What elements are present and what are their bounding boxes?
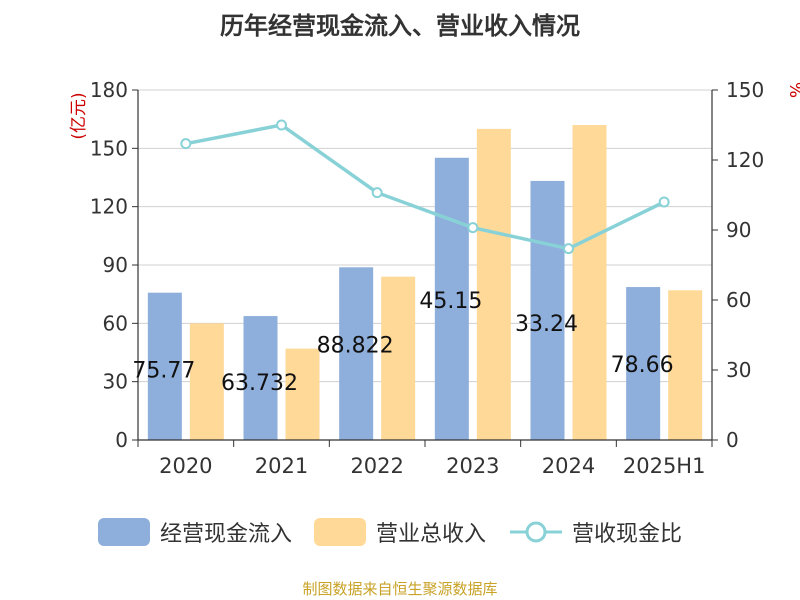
y-left-tick-label: 30 xyxy=(103,370,128,394)
ratio-point xyxy=(180,138,192,150)
bar-cash-inflow xyxy=(626,287,661,440)
bar-cash-inflow xyxy=(147,292,182,440)
bars xyxy=(147,125,703,440)
ratio-line-path xyxy=(185,123,665,251)
x-tick-label: 2025H1 xyxy=(623,454,706,478)
legend-label-cash-inflow: 经营现金流入 xyxy=(160,522,293,547)
bar-revenue xyxy=(476,128,511,440)
y-left-tick-label: 90 xyxy=(103,253,128,277)
ratio-point xyxy=(371,187,383,199)
bar-cash-inflow xyxy=(243,316,278,440)
ratio-line xyxy=(180,119,670,255)
legend-item-revenue[interactable]: 营业总收入 xyxy=(314,516,486,548)
ratio-point xyxy=(658,196,670,208)
legend-label-revenue: 营业总收入 xyxy=(376,522,487,547)
chart-title: 历年经营现金流入、营业收入情况 xyxy=(220,12,580,40)
x-tick-label: 2022 xyxy=(350,454,403,478)
legend-item-cash-inflow[interactable]: 经营现金流入 xyxy=(98,516,292,548)
bar-revenue xyxy=(572,125,607,440)
data-label: 78.66 xyxy=(611,353,674,378)
x-tick-label: 2024 xyxy=(542,454,595,478)
data-label: 88.822 xyxy=(317,333,394,358)
y-right-tick-label: 90 xyxy=(726,218,751,242)
axes: 0 30 60 90 120 150 180 0 30 60 90 120 150 2020 2021 202… xyxy=(69,78,800,478)
legend: 经营现金流入 营业总收入 营收现金比 xyxy=(98,516,704,548)
bar-cash-inflow xyxy=(339,267,374,440)
x-tick-label: 2023 xyxy=(446,454,499,478)
y-right-unit-label: % xyxy=(785,82,800,98)
y-right-tick-label: 150 xyxy=(726,78,764,102)
bar-revenue xyxy=(668,290,703,440)
x-tick-label: 2020 xyxy=(159,454,212,478)
data-label: 63.732 xyxy=(221,371,298,396)
data-label: 45.15 xyxy=(419,289,482,314)
gridlines xyxy=(138,89,712,383)
legend-swatch-revenue xyxy=(314,518,367,546)
legend-swatch-cash-inflow xyxy=(98,518,150,546)
y-left-tick-label: 60 xyxy=(103,311,128,335)
source-footer: 制图数据来自恒生聚源数据库 xyxy=(302,580,498,598)
legend-swatch-ratio-icon xyxy=(510,521,563,543)
y-left-tick-label: 0 xyxy=(115,428,128,452)
y-right-tick-label: 60 xyxy=(726,288,751,312)
y-left-unit-label: (亿元) xyxy=(69,92,89,139)
x-tick-label: 2021 xyxy=(255,454,308,478)
ratio-point xyxy=(563,243,574,255)
bar-revenue xyxy=(285,348,320,440)
y-right-tick-label: 30 xyxy=(726,358,751,382)
y-right-tick-label: 120 xyxy=(726,148,764,172)
bar-revenue xyxy=(381,276,416,440)
bar-revenue xyxy=(189,323,224,440)
y-left-tick-label: 120 xyxy=(90,195,128,219)
data-label: 75.77 xyxy=(132,359,195,384)
bar-cash-inflow xyxy=(434,157,469,440)
y-left-tick-label: 180 xyxy=(90,78,128,102)
data-label: 33.24 xyxy=(515,312,578,337)
data-labels: 75.77 63.732 88.822 45.15 33.24 78.66 xyxy=(132,289,673,396)
y-right-tick-label: 0 xyxy=(726,428,739,452)
legend-label-ratio: 营收现金比 xyxy=(572,522,683,547)
ratio-point xyxy=(467,222,479,234)
bar-cash-inflow xyxy=(530,180,565,440)
ratio-point xyxy=(276,119,287,131)
y-left-tick-label: 150 xyxy=(90,136,128,160)
legend-item-ratio[interactable]: 营收现金比 xyxy=(508,516,682,548)
